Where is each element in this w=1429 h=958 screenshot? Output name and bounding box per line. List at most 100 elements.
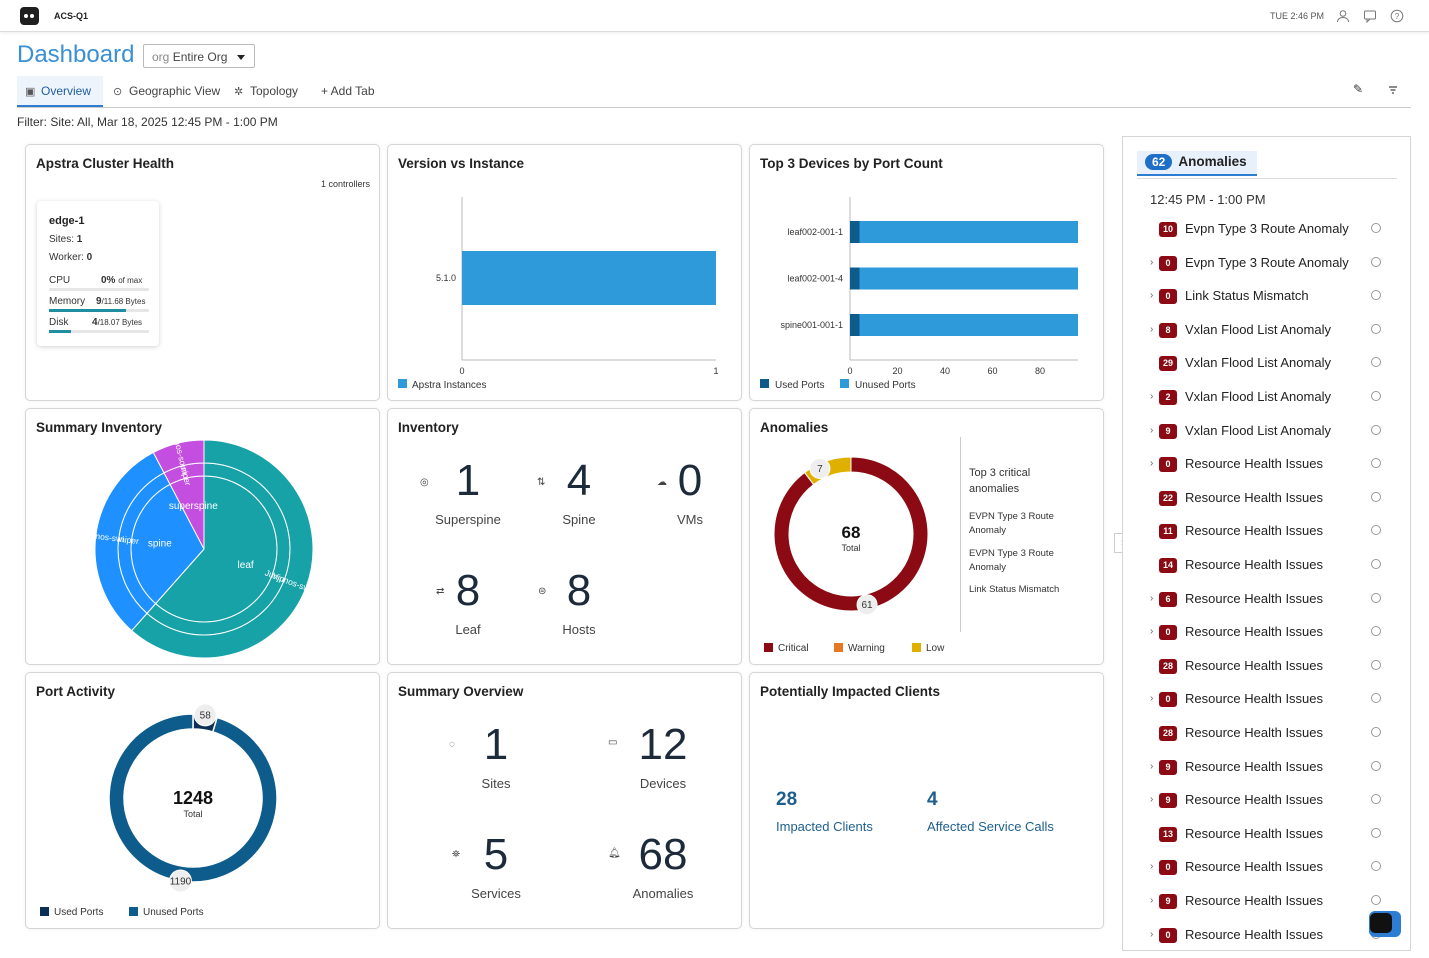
info-icon[interactable] (1371, 895, 1381, 905)
anomaly-row[interactable]: › 0 Resource Health Issues (1123, 853, 1410, 883)
help-icon[interactable]: ? (1390, 9, 1404, 23)
bot-icon (1370, 913, 1392, 933)
legend-label: Apstra Instances (412, 380, 486, 391)
info-icon[interactable] (1371, 391, 1381, 401)
info-icon[interactable] (1371, 424, 1381, 435)
vms-label: VMs (677, 512, 703, 527)
info-icon[interactable] (1371, 223, 1381, 233)
info-icon[interactable] (1371, 693, 1381, 704)
anomaly-row[interactable]: › 0 Resource Health Issues (1123, 921, 1410, 950)
anomaly-row[interactable]: 11 Resource Health Issues (1123, 517, 1410, 547)
memory-value: 9 (96, 296, 102, 307)
anomaly-row[interactable]: › 0 Link Status Mismatch (1123, 282, 1410, 312)
chevron-right-icon[interactable]: › (1150, 290, 1154, 302)
chevron-right-icon[interactable]: › (1150, 592, 1154, 604)
info-icon[interactable] (1371, 256, 1381, 267)
anomaly-row[interactable]: 22 Resource Health Issues (1123, 484, 1410, 514)
anomaly-row[interactable]: › 9 Vxlan Flood List Anomaly (1123, 417, 1410, 447)
category-label: leaf002-001-4 (787, 274, 843, 284)
anomaly-row[interactable]: 10 Evpn Type 3 Route Anomaly (1123, 215, 1410, 245)
controller-node-card[interactable]: edge-1 Sites: 1 Worker: 0 CPU 0% of max … (37, 201, 159, 346)
affected-calls-count[interactable]: 4 (927, 789, 938, 810)
anomaly-row[interactable]: 28 Resource Health Issues (1123, 652, 1410, 682)
hosts-label: Hosts (562, 622, 596, 637)
chevron-right-icon[interactable]: › (1150, 256, 1154, 268)
info-icon[interactable] (1371, 559, 1381, 569)
anomaly-label: Link Status Mismatch (1185, 288, 1309, 304)
anomaly-row[interactable]: 28 Resource Health Issues (1123, 719, 1410, 749)
chevron-right-icon[interactable]: › (1150, 861, 1154, 873)
tab-topology[interactable]: ✲ Topology (226, 76, 306, 107)
info-icon[interactable] (1371, 290, 1381, 301)
chevron-right-icon[interactable]: › (1150, 458, 1154, 470)
sunburst-segment (131, 439, 314, 659)
anomaly-row[interactable]: › 0 Resource Health Issues (1123, 685, 1410, 715)
tab-overview[interactable]: ▣ Overview (17, 76, 103, 107)
info-icon[interactable] (1371, 861, 1381, 872)
anomaly-row[interactable]: › 0 Resource Health Issues (1123, 450, 1410, 480)
chevron-right-icon[interactable]: › (1150, 895, 1154, 906)
affected-calls-label[interactable]: Affected Service Calls (927, 819, 1054, 834)
chatbot-button[interactable] (1369, 911, 1401, 937)
chevron-right-icon[interactable]: › (1150, 626, 1154, 638)
info-icon[interactable] (1371, 525, 1381, 536)
anomaly-row[interactable]: › 9 Resource Health Issues (1123, 887, 1410, 917)
info-icon[interactable] (1371, 357, 1381, 368)
anomaly-row[interactable]: › 8 Vxlan Flood List Anomaly (1123, 316, 1410, 346)
info-icon[interactable] (1371, 760, 1381, 771)
anomaly-label: Resource Health Issues (1185, 792, 1324, 808)
top-critical-item[interactable]: EVPN Type 3 Route Anomaly (969, 511, 1054, 536)
anomaly-count-badge: 0 (1159, 457, 1177, 473)
anomaly-row[interactable]: › 9 Resource Health Issues (1123, 786, 1410, 816)
anomaly-label: Resource Health Issues (1185, 557, 1324, 572)
sunburst-label: spine (148, 539, 172, 550)
info-icon[interactable] (1371, 659, 1381, 670)
x-tick-label: 80 (1035, 366, 1045, 376)
info-icon[interactable] (1371, 491, 1381, 502)
chat-icon[interactable] (1363, 9, 1377, 23)
anomaly-row[interactable]: › 2 Vxlan Flood List Anomaly (1123, 383, 1410, 413)
anomaly-row[interactable]: 14 Resource Health Issues (1123, 551, 1410, 581)
superspine-icon: ◎ (420, 477, 429, 488)
anomaly-row[interactable]: › 9 Resource Health Issues (1123, 753, 1410, 783)
chevron-right-icon[interactable]: › (1150, 693, 1154, 705)
x-tick-label: 0 (847, 366, 852, 376)
filter-icon[interactable] (1387, 85, 1399, 95)
category-label: spine001-001-1 (780, 320, 843, 330)
info-icon[interactable] (1371, 626, 1381, 637)
edit-icon[interactable]: ✎ (1353, 82, 1364, 96)
add-tab-button[interactable]: + Add Tab (313, 76, 383, 107)
user-icon[interactable] (1336, 9, 1350, 23)
vms-count: 0 (677, 456, 703, 505)
info-icon[interactable] (1371, 323, 1381, 334)
anomaly-row[interactable]: › 0 Resource Health Issues (1123, 618, 1410, 648)
org-select[interactable]: org Entire Org (143, 44, 255, 68)
top-critical-item[interactable]: Link Status Mismatch (969, 584, 1060, 595)
anomaly-row[interactable]: › 0 Evpn Type 3 Route Anomaly (1123, 249, 1410, 279)
cluster-health-card: Apstra Cluster Health 1 controllers edge… (25, 144, 380, 401)
anomaly-row[interactable]: › 6 Resource Health Issues (1123, 585, 1410, 615)
info-icon[interactable] (1371, 794, 1381, 805)
app-logo[interactable] (20, 7, 39, 25)
info-icon[interactable] (1371, 592, 1381, 603)
anomalies-panel-tab[interactable]: 62 Anomalies (1137, 151, 1257, 176)
chevron-right-icon[interactable]: › (1150, 760, 1154, 772)
chevron-right-icon[interactable]: › (1150, 323, 1154, 335)
tab-geographic-view[interactable]: ⊙ Geographic View (105, 76, 228, 107)
chevron-right-icon[interactable]: › (1150, 424, 1154, 436)
top-critical-item[interactable]: EVPN Type 3 Route Anomaly (969, 548, 1054, 573)
info-icon[interactable] (1371, 727, 1381, 737)
anomaly-row[interactable]: 13 Resource Health Issues (1123, 820, 1410, 850)
info-icon[interactable] (1371, 827, 1381, 838)
anomaly-row[interactable]: 29 Vxlan Flood List Anomaly (1123, 349, 1410, 379)
impacted-clients-count[interactable]: 28 (776, 789, 798, 810)
impacted-clients-label[interactable]: Impacted Clients (776, 819, 873, 834)
top3-bar-chart: leaf002-001-1 leaf002-001-4 spine001-001-1… (760, 197, 1078, 391)
x-tick-label: 0 (459, 366, 464, 376)
chevron-right-icon[interactable]: › (1150, 794, 1154, 806)
info-icon[interactable] (1371, 458, 1381, 469)
chevron-right-icon[interactable]: › (1150, 391, 1154, 402)
anomaly-label: Resource Health Issues (1185, 859, 1324, 875)
chevron-right-icon[interactable]: › (1150, 928, 1154, 940)
